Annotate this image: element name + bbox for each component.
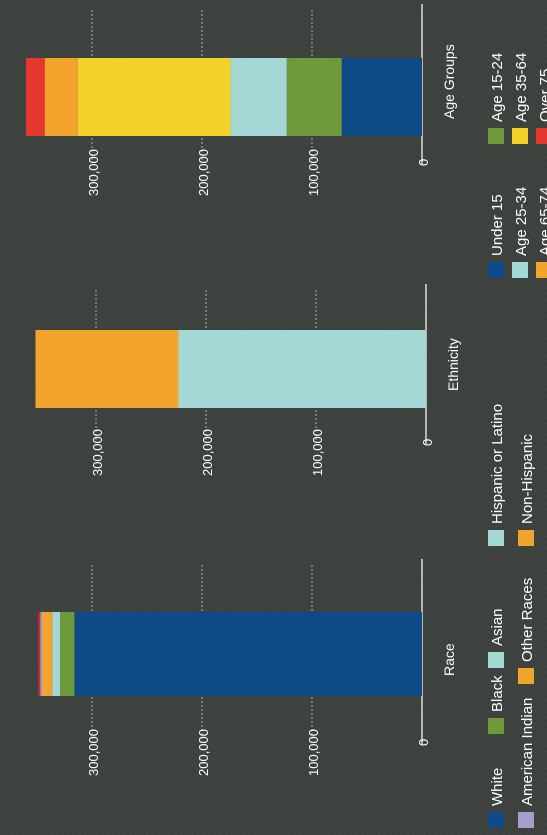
legend-item: Age 25-34 — [512, 187, 530, 278]
legend-swatch — [488, 128, 504, 144]
axis-tick-label: 200,000 — [196, 149, 211, 196]
bar-segment-age-35-64 — [77, 58, 231, 136]
category-label: Race — [441, 643, 457, 676]
legend-swatch — [488, 812, 504, 828]
bar-segment-over-75 — [26, 58, 45, 136]
axis-tick-label: 300,000 — [86, 149, 101, 196]
legend-label: Age 25-34 — [513, 187, 530, 256]
legend-label: Age 35-64 — [513, 53, 530, 122]
legend-label: Non-Hispanic — [519, 433, 536, 524]
legend-item: Asian — [488, 608, 506, 668]
legend-label: Black — [489, 675, 506, 712]
bar-segment-age-15-24 — [286, 58, 342, 136]
bar-segment-other-races — [42, 612, 53, 696]
legend-item: Over 75 — [536, 69, 547, 144]
axis-tick-label: 100,000 — [306, 149, 321, 196]
legend-swatch — [536, 262, 547, 278]
legend-swatch — [488, 262, 504, 278]
axis-tick-label: 100,000 — [310, 429, 325, 476]
chart-panel-age-groups: 0 100,000 200,000 300,000 Age Groups — [26, 4, 457, 196]
bar-segment-white — [74, 612, 423, 696]
legend-item: American Indian — [518, 698, 536, 828]
axis-tick-label: 0 — [420, 439, 435, 446]
axis-tick-label: 200,000 — [196, 729, 211, 776]
legend-item: Other Races — [518, 578, 536, 684]
category-label: Ethnicity — [445, 338, 461, 391]
legend-item: Hispanic or Latino — [488, 404, 506, 546]
category-label: Age Groups — [441, 44, 457, 119]
legend-swatch — [518, 668, 534, 684]
axis-tick-label: 0 — [416, 159, 431, 166]
bar-segment-asian — [52, 612, 61, 696]
axis-tick-label: 300,000 — [86, 729, 101, 776]
legend-item: White — [488, 768, 506, 828]
legend-item: Age 35-64 — [512, 53, 530, 144]
bar-segment-non-hispanic — [35, 330, 179, 408]
legend-label: American Indian — [519, 698, 536, 806]
legend-swatch — [488, 530, 504, 546]
axis-tick-label: 100,000 — [306, 729, 321, 776]
legend-label: Over 75 — [537, 69, 547, 122]
legend-label: White — [489, 768, 506, 806]
legend-swatch — [488, 718, 504, 734]
legend-item: Age 65-74 — [536, 187, 547, 278]
bar-segment-black — [60, 612, 75, 696]
legend-label: Age 65-74 — [537, 187, 547, 256]
legend-item: Under 15 — [488, 194, 506, 278]
legend-swatch — [512, 262, 528, 278]
legend-label: Hispanic or Latino — [489, 404, 506, 524]
axis-tick-label: 0 — [416, 739, 431, 746]
chart-panel-race: 0 100,000 200,000 300,000 Race — [38, 559, 457, 776]
legend-swatch — [488, 652, 504, 668]
legend-label: Under 15 — [489, 194, 506, 256]
bar-segment-hispanic-or-latino — [178, 330, 426, 408]
legend-swatch — [518, 812, 534, 828]
bar-segment-american-indian — [40, 612, 43, 696]
bar-segment-other — [38, 612, 41, 696]
legend-item: Non-Hispanic — [518, 433, 536, 546]
axis-tick-label: 200,000 — [200, 429, 215, 476]
legend-label: Age 15-24 — [489, 53, 506, 122]
legend-item: Black — [488, 675, 506, 734]
legend-swatch — [518, 530, 534, 546]
bar-segment-under-15 — [341, 58, 422, 136]
chart-panel-ethnicity: 0 100,000 200,000 300,000 Ethnicity — [35, 284, 461, 476]
legend-label: Other Races — [519, 578, 536, 662]
legend-label: Asian — [489, 608, 506, 646]
bar-segment-age-65-74 — [44, 58, 78, 136]
legend-item: Age 15-24 — [488, 53, 506, 144]
legend-swatch — [536, 128, 547, 144]
legend-swatch — [512, 128, 528, 144]
bar-segment-age-25-34 — [230, 58, 287, 136]
axis-tick-label: 300,000 — [90, 429, 105, 476]
